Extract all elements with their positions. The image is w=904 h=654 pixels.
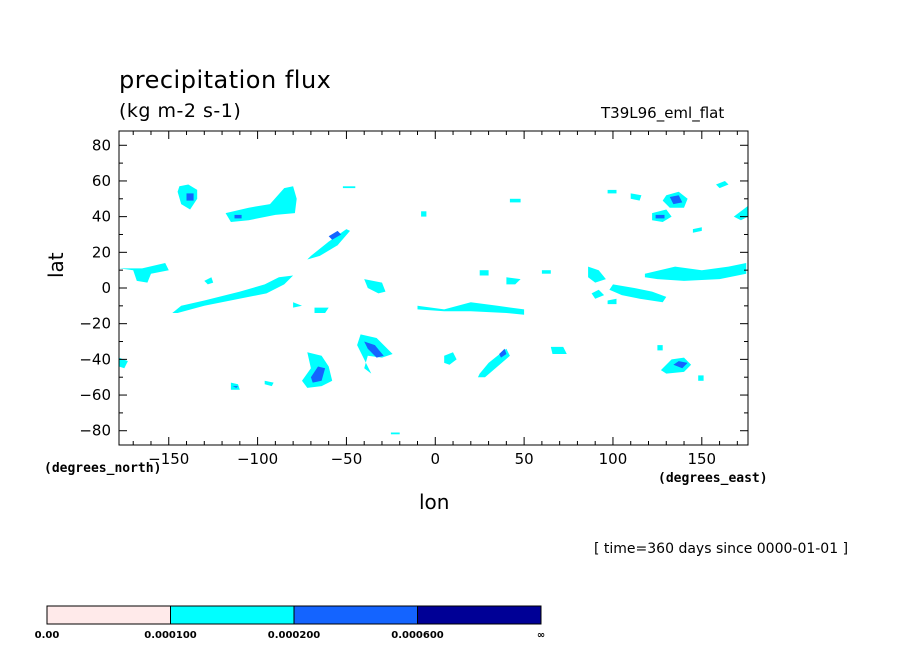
precip-region-48 (692, 227, 702, 233)
y-tick-label: −40 (79, 350, 111, 368)
precip-region-35 (607, 298, 617, 305)
colorbar-swatch-0 (46, 605, 171, 625)
precip-region-5 (186, 193, 194, 201)
y-tick-label: 60 (92, 172, 111, 190)
x-tick-label: −100 (237, 450, 278, 468)
colorbar-swatch-3 (417, 605, 542, 625)
x-tick-label: 100 (599, 450, 628, 468)
x-axis-units: (degrees_east) (658, 471, 768, 486)
x-tick-label: −150 (148, 450, 189, 468)
y-tick-label: 80 (92, 136, 111, 154)
precip-region-23 (444, 352, 457, 365)
precip-region-39 (698, 375, 704, 381)
precip-region-22 (499, 348, 507, 358)
x-tick-label: 0 (431, 450, 441, 468)
precip-region-16 (264, 380, 274, 387)
y-tick-label: −60 (79, 386, 111, 404)
y-tick-label: 40 (92, 208, 111, 226)
precip-region-34 (644, 263, 747, 281)
precip-region-28 (421, 211, 427, 217)
precip-region-44 (607, 189, 617, 194)
y-axis-units: (degrees_north) (44, 461, 162, 476)
precip-region-17 (364, 279, 386, 294)
y-axis-label: lat (44, 252, 68, 278)
precip-region-33 (609, 284, 667, 303)
precip-region-29 (509, 198, 521, 203)
precip-region-25 (506, 277, 521, 285)
precip-region-20 (417, 302, 525, 315)
precip-region-0 (119, 263, 169, 283)
precip-region-43 (655, 214, 665, 219)
chart-title: precipitation flux (119, 66, 332, 94)
precip-region-13 (364, 341, 384, 358)
chart-subtitle-units: (kg m-2 s-1) (119, 100, 242, 122)
precip-region-30 (550, 346, 567, 354)
precip-region-31 (588, 266, 606, 283)
colorbar-label: ∞ (537, 630, 545, 641)
precip-region-18 (293, 302, 302, 308)
y-tick-label: 20 (92, 243, 111, 261)
colorbar-swatch-2 (293, 605, 418, 625)
precip-region-7 (234, 214, 242, 219)
precip-region-8 (307, 229, 350, 260)
precip-region-46 (716, 181, 729, 189)
precip-region-27 (342, 186, 356, 189)
colorbar-label: 0.000600 (391, 630, 444, 641)
y-tick-label: 0 (101, 279, 111, 297)
colorbar-swatch-1 (170, 605, 295, 625)
precip-region-41 (669, 195, 683, 205)
plot-frame (118, 130, 749, 446)
precip-region-11 (310, 366, 326, 383)
colorbar-label: 0.000200 (268, 630, 321, 641)
y-tick-label: −80 (79, 422, 111, 440)
colorbar-label: 0.000100 (144, 630, 197, 641)
precip-region-32 (591, 289, 605, 299)
precip-region-26 (541, 270, 551, 274)
precip-region-47 (733, 205, 748, 221)
x-tick-label: −50 (331, 450, 363, 468)
precip-region-45 (630, 193, 642, 201)
time-stamp-label: [ time=360 days since 0000-01-01 ] (594, 541, 849, 557)
precip-region-36 (657, 345, 663, 351)
x-tick-label: 50 (515, 450, 534, 468)
precip-region-38 (673, 361, 688, 369)
precip-region-15 (232, 386, 238, 388)
precip-region-6 (225, 186, 297, 222)
x-axis-label: lon (419, 490, 450, 514)
precip-region-1 (119, 357, 128, 369)
colorbar-label: 0.00 (35, 630, 60, 641)
x-tick-label: 150 (687, 450, 716, 468)
precip-region-24 (479, 270, 489, 276)
precip-region-2 (172, 275, 294, 313)
run-name-label: T39L96_eml_flat (601, 104, 725, 122)
precip-region-3 (204, 277, 214, 285)
precip-region-49 (390, 432, 400, 435)
precip-region-19 (314, 307, 329, 313)
precip-region-9 (328, 230, 342, 240)
y-tick-label: −20 (79, 315, 111, 333)
